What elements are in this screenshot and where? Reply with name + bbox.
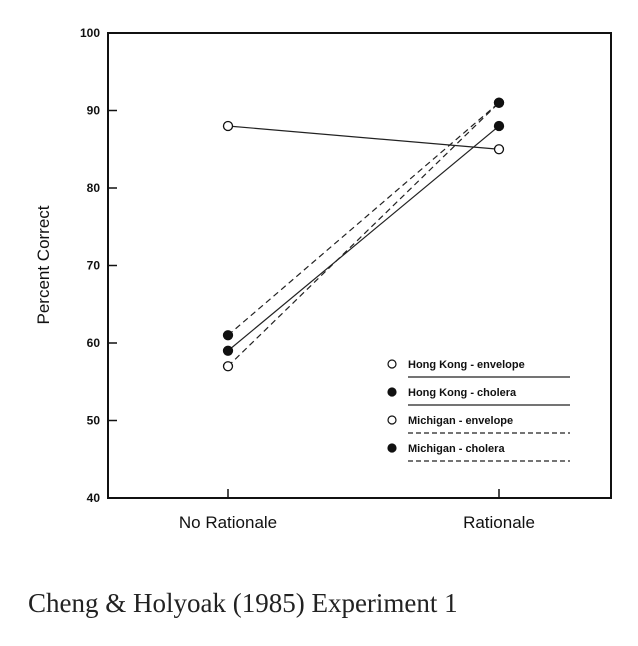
y-tick-label: 80 [87,181,101,195]
legend-label: Hong Kong - cholera [408,387,517,399]
legend: Hong Kong - envelope Hong Kong - cholera M… [387,359,570,462]
y-tick-label: 40 [87,491,101,505]
data-point [222,330,234,341]
legend-label: Hong Kong - envelope [408,359,525,371]
data-point [493,144,505,155]
chart: Percent Correct 40 50 60 70 80 90 100 No Ratio… [34,26,612,532]
y-tick-label: 60 [87,336,101,350]
series-line-2 [227,125,500,352]
figure-caption: Cheng & Holyoak (1985) Experiment 1 [28,588,458,618]
x-tick-label: No Rationale [179,513,277,532]
legend-label: Michigan - envelope [408,415,513,427]
series-line-1 [227,125,500,150]
legend-label: Michigan - cholera [408,443,505,455]
x-tick-label: Rationale [463,513,535,532]
legend-marker [387,415,397,425]
series-line-3 [227,102,500,367]
y-tick-label: 90 [87,104,101,118]
y-tick-label: 70 [87,259,101,273]
data-point [493,97,505,108]
y-tick-label: 50 [87,414,101,428]
y-tick-label: 100 [80,26,100,40]
legend-marker [387,387,397,397]
data-point [222,345,234,356]
y-axis-title: Percent Correct [34,205,53,324]
legend-marker [387,443,397,453]
series-points [222,97,505,372]
data-point [222,120,234,132]
data-point [222,361,234,372]
data-point [493,120,505,132]
series-lines [227,102,500,367]
legend-marker [387,359,397,369]
x-axis: No Rationale Rationale [179,489,535,532]
plot-frame [107,32,612,499]
y-axis: 40 50 60 70 80 90 100 [80,26,117,505]
